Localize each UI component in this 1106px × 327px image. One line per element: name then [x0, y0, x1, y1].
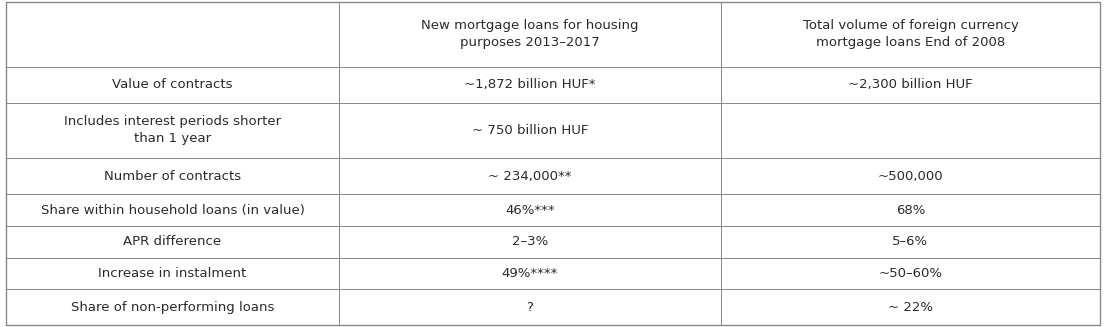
- Text: Number of contracts: Number of contracts: [104, 170, 241, 183]
- Bar: [6, 194, 340, 226]
- Bar: [340, 289, 720, 325]
- Text: APR difference: APR difference: [124, 235, 221, 248]
- Bar: [6, 226, 340, 258]
- Bar: [340, 258, 720, 289]
- Text: 49%****: 49%****: [502, 267, 559, 280]
- Text: Share of non-performing loans: Share of non-performing loans: [71, 301, 274, 314]
- Text: Share within household loans (in value): Share within household loans (in value): [41, 203, 304, 216]
- Text: Increase in instalment: Increase in instalment: [98, 267, 247, 280]
- Bar: [6, 66, 340, 103]
- Text: ~500,000: ~500,000: [878, 170, 943, 183]
- Bar: [340, 103, 720, 158]
- Bar: [720, 66, 1100, 103]
- Bar: [720, 289, 1100, 325]
- Bar: [340, 158, 720, 194]
- Text: 68%: 68%: [896, 203, 926, 216]
- Bar: [720, 2, 1100, 66]
- Bar: [6, 2, 340, 66]
- Text: 5–6%: 5–6%: [893, 235, 929, 248]
- Text: ~50–60%: ~50–60%: [878, 267, 942, 280]
- Text: New mortgage loans for housing
purposes 2013–2017: New mortgage loans for housing purposes …: [421, 19, 639, 49]
- Bar: [6, 258, 340, 289]
- Bar: [720, 194, 1100, 226]
- Bar: [6, 158, 340, 194]
- Bar: [340, 2, 720, 66]
- Bar: [340, 194, 720, 226]
- Text: ~ 750 billion HUF: ~ 750 billion HUF: [472, 124, 588, 137]
- Bar: [720, 226, 1100, 258]
- Bar: [340, 226, 720, 258]
- Text: ?: ?: [526, 301, 533, 314]
- Bar: [720, 258, 1100, 289]
- Bar: [720, 158, 1100, 194]
- Text: ~1,872 billion HUF*: ~1,872 billion HUF*: [465, 78, 596, 91]
- Text: ~2,300 billion HUF: ~2,300 billion HUF: [848, 78, 973, 91]
- Bar: [720, 103, 1100, 158]
- Text: Includes interest periods shorter
than 1 year: Includes interest periods shorter than 1…: [64, 115, 281, 146]
- Text: Total volume of foreign currency
mortgage loans End of 2008: Total volume of foreign currency mortgag…: [803, 19, 1019, 49]
- Text: ~ 234,000**: ~ 234,000**: [488, 170, 572, 183]
- Text: 46%***: 46%***: [505, 203, 555, 216]
- Bar: [340, 66, 720, 103]
- Text: Value of contracts: Value of contracts: [112, 78, 232, 91]
- Text: 2–3%: 2–3%: [512, 235, 549, 248]
- Text: ~ 22%: ~ 22%: [888, 301, 933, 314]
- Bar: [6, 289, 340, 325]
- Bar: [6, 103, 340, 158]
